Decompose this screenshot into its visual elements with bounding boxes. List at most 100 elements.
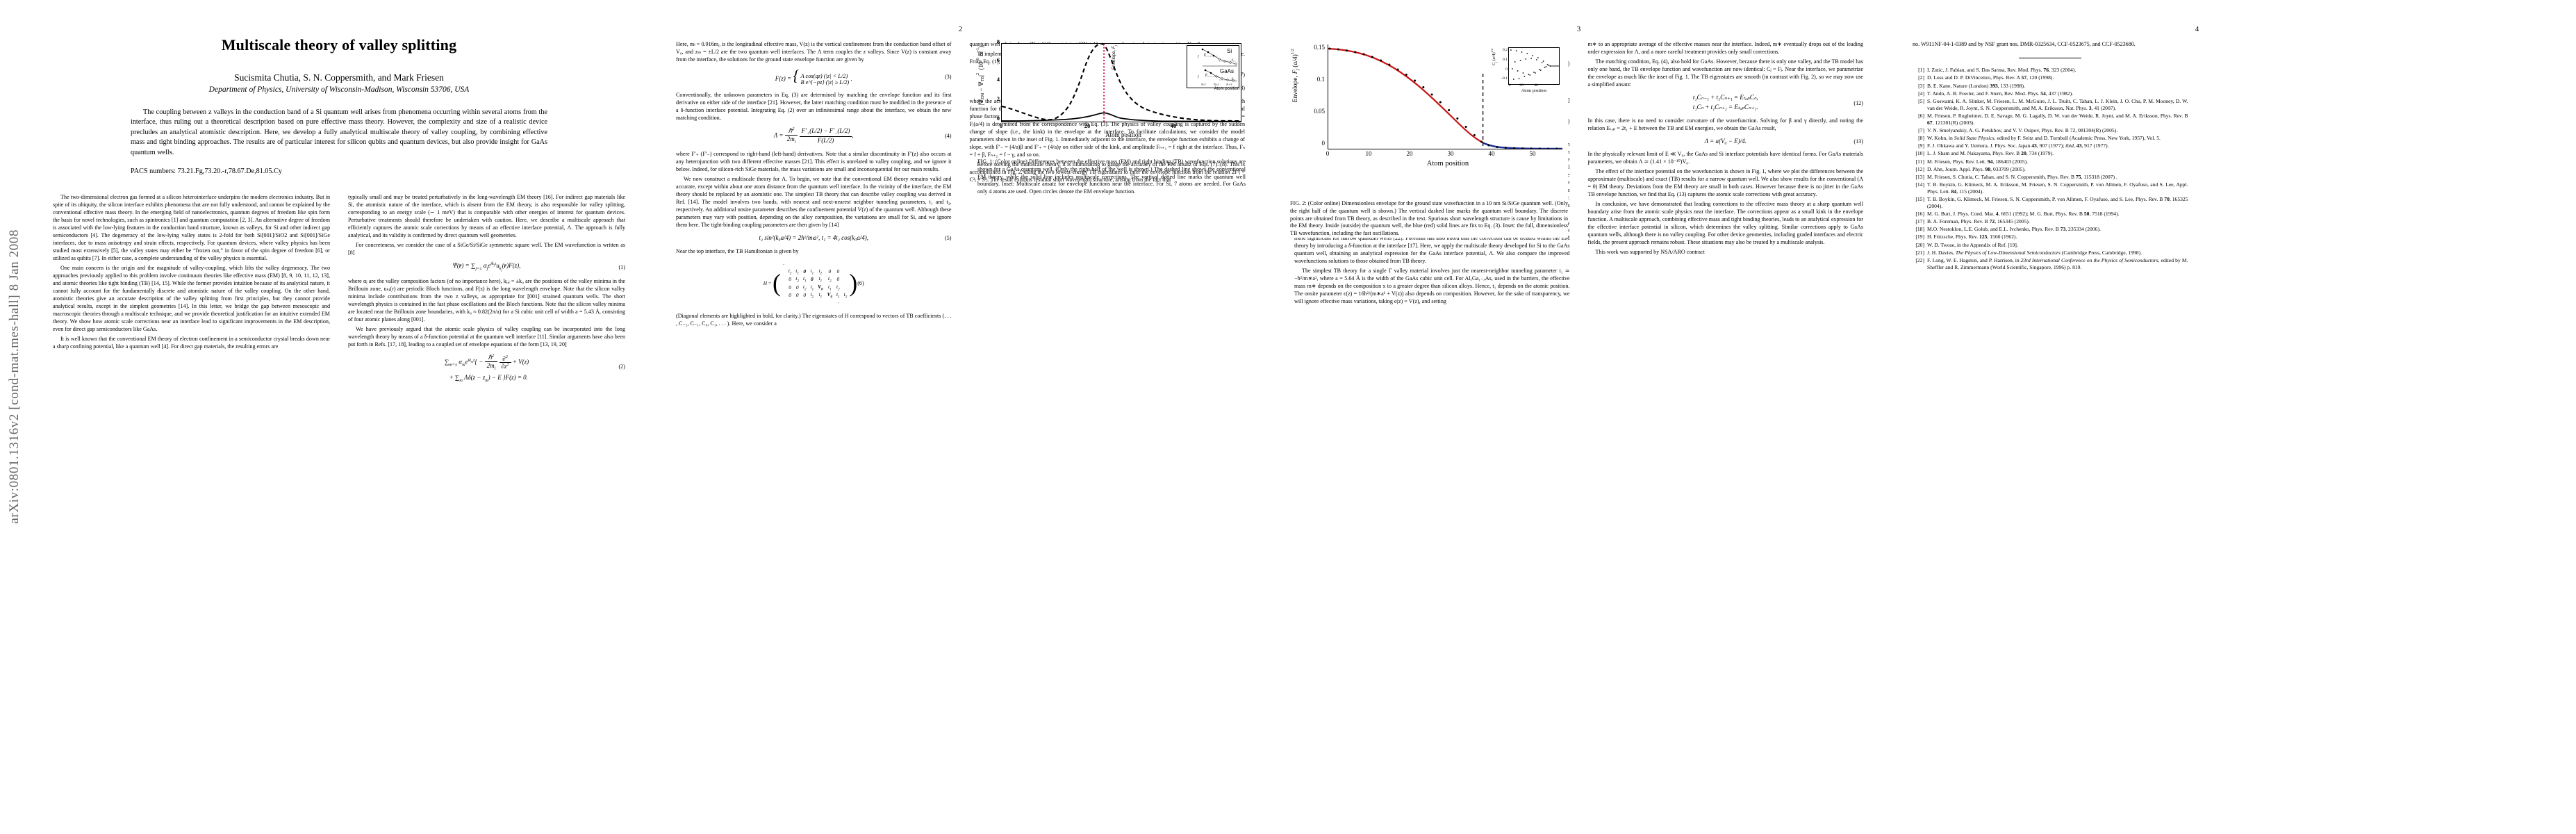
- reference-item: [22] F. Long, W. E. Hagston, and P. Harri…: [1913, 257, 2188, 271]
- reference-number: [16]: [1915, 211, 1924, 218]
- page-title: Multiscale theory of valley splitting: [221, 36, 457, 54]
- svg-text:β: β: [1205, 74, 1207, 77]
- figure-1-axes: Si GaAs β: [1001, 43, 1241, 122]
- figure-2-xlabel: Atom position: [1426, 160, 1469, 167]
- reference-item: [4] T. Ando, A. B. Fowler, and F. Stern, …: [1913, 90, 2188, 97]
- equation-3: F(z) = { A cos(qz) (|z| < L/2) B e^{−pz}…: [775, 67, 952, 85]
- paragraph: (Diagonal elements are highlighted in bo…: [676, 312, 952, 327]
- page-number: 2: [958, 25, 963, 33]
- figure-2-caption: FIG. 2: (Color online) Dimensionless env…: [1290, 200, 1568, 236]
- reference-item: [5] S. Goswami, K. A. Slinker, M. Friesen…: [1913, 98, 2188, 112]
- reference-list: [1] I. Zutic, J. Fabian, and S. Das Sarma…: [1913, 67, 2188, 271]
- paragraph: Conventionally, the unknown parameters i…: [676, 91, 952, 121]
- reference-number: [2]: [1918, 74, 1924, 81]
- figure-1-inset-ylabel: Envelope, Fj: [1112, 45, 1118, 70]
- page-number: 3: [1576, 25, 1581, 33]
- figure-2-axes: Cj (a/4)1/2 0.2 0.1 0 -0.1: [1328, 44, 1562, 149]
- reference-text: B. E. Kane, Nature (London) 393, 133 (19…: [1927, 82, 2025, 89]
- equation-5: t₂ sin²(k₀a/4) = 2ħ²/mₗa², t₁ = 4t₂ cos(…: [676, 234, 951, 242]
- reference-item: [18] M.O. Nestoklon, L.E. Golub, and E.L.…: [1913, 226, 2188, 233]
- reference-number: [9]: [1918, 142, 1924, 149]
- reference-number: [8]: [1918, 135, 1924, 142]
- reference-item: [15] T. B. Boykin, G. Klimeck, M. Friesen…: [1913, 196, 2188, 210]
- reference-text: D. Loss and D. P. DiVincenzo, Phys. Rev.…: [1927, 74, 2054, 81]
- equation-13-body: Λ = a(V₀ − E)/4.: [1704, 138, 1747, 145]
- svg-text:GaAs: GaAs: [1220, 68, 1234, 74]
- reference-text: F. J. Ohkawa and Y. Uemura, J. Phys. Soc…: [1927, 142, 2109, 149]
- reference-number: [10]: [1915, 150, 1924, 157]
- equation-2: ∑m=± αmeikmz{ − ℏ2 2ml ∂2 ∂z2 + V(z) + ∑m …: [444, 354, 625, 384]
- equation-number: (12): [1853, 100, 1863, 106]
- figure-2-inset-xticks: 0 20 40: [1508, 83, 1538, 88]
- paragraph: where αⱼ are the valley composition fact…: [348, 278, 625, 323]
- svg-text:γ: γ: [1232, 58, 1234, 62]
- reference-number: [21]: [1915, 249, 1924, 256]
- reference-number: [14]: [1915, 181, 1924, 188]
- figure-1-svg: [1002, 44, 1241, 122]
- paragraph: The two-dimensional electron gas formed …: [53, 194, 330, 262]
- reference-text: H. Fritzsche, Phys. Rev. 125, 1560 (1962…: [1927, 234, 2017, 240]
- page-4: 4 no. W911NF-04-1-0389 and by NSF grant …: [1900, 0, 2494, 834]
- reference-number: [20]: [1915, 241, 1924, 248]
- inset-scatter-points: [1510, 49, 1551, 80]
- reference-number: [4]: [1918, 90, 1924, 97]
- page-1: Multiscale theory of valley splitting Su…: [40, 0, 638, 834]
- svg-text:Si: Si: [1227, 48, 1232, 54]
- paragraph: It is well known that the conventional E…: [53, 336, 330, 350]
- equation-12-line-2: t₁Cₙ + t₁Cₙ₊₂ = EₜₒₚCₙ₊₁.: [1692, 104, 1758, 111]
- paragraph: where F′₊ (F′₋) correspond to right-hand…: [676, 150, 952, 172]
- reference-item: [11] M. Friesen, Phys. Rev. Lett. 94, 186…: [1913, 158, 2188, 165]
- equation-12-line-1: t₁Cₙ₋₁ + t₁Cₙ₊₁ = EₜₒₚCₙ,: [1692, 94, 1758, 101]
- page-4-columns: no. W911NF-04-1-0389 and by NSF grant no…: [1900, 40, 2494, 272]
- paragraph: Before solving the multiscale theory, it…: [969, 161, 1246, 183]
- paragraph: The effect of the interface potential on…: [1587, 168, 1864, 197]
- reference-number: [18]: [1915, 226, 1924, 233]
- svg-text:f: f: [1198, 76, 1199, 79]
- reference-text: F. Long, W. E. Hagston, and P. Harrison,…: [1927, 256, 2188, 270]
- reference-text: W. D. Twose, in the Appendix of Ref. [19…: [1927, 241, 2018, 248]
- paragraph: In the physically relevant limit of E ≪ …: [1587, 151, 1864, 165]
- reference-text: B. A. Foreman, Phys. Rev. B 72, 165345 (…: [1927, 218, 2030, 225]
- reference-text: J. H. Davies, The Physics of Low-Dimensi…: [1927, 249, 2142, 256]
- reference-number: [5]: [1918, 97, 1924, 104]
- multiscale-solid-curve: [1002, 112, 1241, 122]
- page-4-column-2: [2206, 40, 2482, 272]
- figure-1-xticks: 0 20 40: [999, 122, 1177, 129]
- tb-data-points: [1328, 47, 1558, 149]
- abstract: The coupling between z valleys in the co…: [131, 108, 547, 156]
- reference-text: M. Friesen, S. Chutia, C. Tahan, and S. …: [1927, 173, 2117, 180]
- reference-item: [13] M. Friesen, S. Chutia, C. Tahan, and…: [1913, 174, 2188, 181]
- equation-13: Λ = a(V₀ − E)/4. (13): [1588, 138, 1863, 145]
- paragraph: The simplest TB theory for a single Γ va…: [1294, 267, 1570, 304]
- figure-2-xticks: 0 10 20 30 40 50: [1326, 150, 1536, 157]
- page-3: 3 as follows: Fₙ₊₂ = f − γ, Fₙ₊₃ = f − 2…: [1282, 0, 1876, 834]
- reference-text: V. N. Smelyanskiy, A. G. Petukhov, and V…: [1927, 127, 2118, 134]
- reference-item: [19] H. Fritzsche, Phys. Rev. 125, 1560 (…: [1913, 234, 2188, 240]
- equation-4: Λ = ℏ2 2ml F′+(L/2) − F′−(L/2) F(L/2), (4): [773, 126, 952, 145]
- svg-text:f: f: [1198, 56, 1199, 59]
- pacs-numbers: PACS numbers: 73.21.Fg,73.20.-r,78.67.De…: [131, 167, 282, 176]
- reference-number: [7]: [1918, 127, 1924, 134]
- figure-2-svg: [1328, 47, 1562, 149]
- reference-text: M. Friesen, P. Rugheimer, D. E. Savage, …: [1927, 112, 2188, 126]
- reference-item: [16] M. G. Burt, J. Phys. Cond. Mat. 4, 6…: [1913, 211, 2188, 218]
- title-block: Multiscale theory of valley splitting Su…: [40, 0, 638, 175]
- reference-item: [10] L. J. Sham and M. Nakayama, Phys. Re…: [1913, 150, 2188, 157]
- figure-1-caption: FIG. 1: (Color online) Differences betwe…: [977, 158, 1246, 195]
- paragraph: typically small and may be treated pertu…: [348, 194, 625, 239]
- reference-text: L. J. Sham and M. Nakayama, Phys. Rev. B…: [1927, 150, 2054, 157]
- reference-text: W. Kohn, in Solid State Physics, edited …: [1927, 135, 2161, 142]
- reference-item: [3] B. E. Kane, Nature (London) 393, 133 …: [1913, 83, 2188, 90]
- reference-number: [13]: [1915, 173, 1924, 180]
- figure-1-inset-svg: Si GaAs β: [1198, 48, 1238, 86]
- hamiltonian-matrix: · t2 t1 0 t1 t2 0 0 0 t2 t1 0 t1 t2 0 0 0 t2 t1 V0 t1 t2 0…: [782, 261, 848, 306]
- equation-12: t₁Cₙ₋₁ + t₁Cₙ₊₁ = EₜₒₚCₙ, t₁Cₙ + t₁Cₙ₊₂ …: [1588, 94, 1863, 111]
- authors: Sucismita Chutia, S. N. Coppersmith, and…: [234, 72, 444, 83]
- paragraph: no. W911NF-04-1-0389 and by NSF grant no…: [1913, 41, 2136, 47]
- equation-number: (13): [1853, 138, 1863, 145]
- reference-text: D. Ahn, Journ. Appl. Phys. 98, 033709 (2…: [1927, 165, 2026, 172]
- reference-item: [20] W. D. Twose, in the Appendix of Ref.…: [1913, 242, 2188, 249]
- reference-number: [3]: [1918, 82, 1924, 89]
- figure-2-inset: Cj (a/4)1/2 0.2 0.1 0 -0.1: [1490, 47, 1560, 93]
